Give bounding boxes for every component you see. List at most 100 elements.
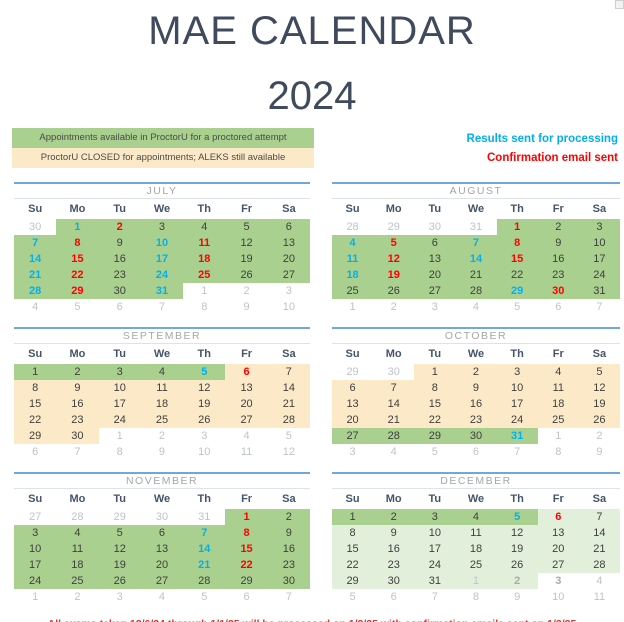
date-cell: 8: [116, 446, 123, 458]
date-cell: 19: [578, 396, 620, 412]
date-cell: 7: [183, 525, 226, 541]
date-cell: 5: [578, 364, 620, 380]
date-cell: 1: [555, 430, 562, 442]
date-cell: 6: [390, 591, 397, 603]
date-cell: 31: [414, 573, 456, 589]
date-cell: 8: [414, 380, 456, 396]
date-cell: 9: [514, 591, 521, 603]
date-cell: 6: [555, 301, 562, 313]
date-cell: 12: [578, 380, 620, 396]
date-cell: 17: [496, 396, 538, 412]
week-row: 3 4 5 6 7 8 9: [332, 444, 620, 460]
date-cell: 26: [496, 557, 538, 573]
date-cell: 12: [183, 380, 226, 396]
date-cell: 30: [537, 283, 579, 299]
date-cell: 4: [158, 591, 166, 603]
date-cell: 31: [496, 428, 538, 444]
weekday-label: We: [153, 203, 171, 215]
weekday-label: Tu: [113, 348, 127, 360]
month-title: JULY: [14, 184, 310, 199]
date-cell: 8: [555, 446, 562, 458]
date-cell: 27: [29, 511, 42, 523]
date-cell: 4: [140, 364, 184, 380]
week-row: 24 25 26 27 28 29 30: [14, 573, 310, 589]
date-cell: 9: [596, 446, 603, 458]
month-title: OCTOBER: [332, 329, 620, 344]
date-cell: 2: [390, 301, 397, 313]
legend-results-sent: Results sent for processing: [466, 133, 618, 145]
date-cell: 22: [14, 412, 57, 428]
date-cell: 10: [414, 525, 456, 541]
date-cell: 25: [332, 283, 374, 299]
week-row: 20 21 22 23 24 25 26: [332, 412, 620, 428]
date-cell: 19: [98, 557, 141, 573]
date-cell: 31: [198, 511, 211, 523]
date-cell: 25: [455, 557, 497, 573]
date-cell: 8: [225, 525, 268, 541]
date-cell: 3: [414, 509, 456, 525]
date-cell: 8: [496, 235, 538, 251]
week-row: 18 19 20 21 22 23 24: [332, 267, 620, 283]
date-cell: 21: [578, 541, 620, 557]
date-cell: 11: [240, 446, 253, 458]
date-cell: 13: [537, 525, 579, 541]
week-row: 22 23 24 25 26 27 28: [332, 557, 620, 573]
week-row: 15 16 17 18 19 20 21: [332, 541, 620, 557]
date-cell: 10: [496, 380, 538, 396]
date-cell: 27: [225, 412, 268, 428]
date-cell: 14: [373, 396, 415, 412]
date-cell: 8: [201, 301, 208, 313]
date-cell: 1: [332, 509, 374, 525]
weekday-label: Fr: [552, 493, 564, 505]
date-cell: 19: [225, 251, 268, 267]
date-cell: 16: [98, 251, 141, 267]
date-cell: 29: [387, 221, 400, 233]
date-cell: 1: [56, 219, 99, 235]
date-cell: 5: [349, 591, 356, 603]
date-cell: 25: [183, 267, 226, 283]
date-cell: 27: [414, 283, 456, 299]
weekday-label: Mo: [385, 493, 402, 505]
date-cell: 7: [373, 380, 415, 396]
date-cell: 29: [332, 573, 374, 589]
page-year: 2024: [267, 74, 357, 118]
date-cell: 21: [267, 396, 310, 412]
date-cell: 24: [496, 412, 538, 428]
month-october: OCTOBER Su Mo Tu We Th Fr Sa 29 30 1 2 3 4 5 6 7 8 9 10 11 12…: [332, 327, 620, 460]
weekday-label: Fr: [552, 203, 564, 215]
date-cell: 3: [116, 591, 123, 603]
week-row: 10 11 12 13 14 15 16: [14, 541, 310, 557]
date-cell: 5: [431, 446, 438, 458]
date-cell: 29: [225, 573, 268, 589]
weekday-label: Sa: [282, 203, 296, 215]
weekday-label: Tu: [428, 348, 442, 360]
date-cell: 26: [578, 412, 620, 428]
date-cell: 23: [56, 412, 99, 428]
date-cell: 3: [14, 525, 57, 541]
date-cell: 13: [267, 235, 310, 251]
month-november: NOVEMBER Su Mo Tu We Th Fr Sa 27 28 29 30 31 1 2 3 4 5 6 7 8…: [14, 472, 310, 605]
date-cell: 14: [578, 525, 620, 541]
legend-availability: Appointments available in ProctorU for a…: [12, 128, 314, 168]
date-cell: 9: [158, 446, 166, 458]
date-cell: 27: [332, 428, 374, 444]
date-cell: 7: [455, 235, 497, 251]
week-row: 29 30 1 2 3 4 5: [14, 428, 310, 444]
date-cell: 3: [431, 301, 438, 313]
date-cell: 27: [537, 557, 579, 573]
date-cell: 11: [593, 591, 606, 603]
weekday-header: Su Mo Tu We Th Fr Sa: [14, 199, 310, 219]
date-cell: 2: [74, 591, 81, 603]
date-cell: 15: [56, 251, 99, 267]
date-cell: 4: [537, 364, 579, 380]
date-cell: 1: [455, 573, 497, 589]
date-cell: 28: [346, 221, 359, 233]
date-cell: 21: [373, 412, 415, 428]
week-row: 22 23 24 25 26 27 28: [14, 412, 310, 428]
date-cell: 9: [267, 525, 310, 541]
date-cell: 11: [455, 525, 497, 541]
date-cell: 19: [496, 541, 538, 557]
date-cell: 29: [346, 366, 359, 378]
weekday-label: Th: [510, 493, 524, 505]
